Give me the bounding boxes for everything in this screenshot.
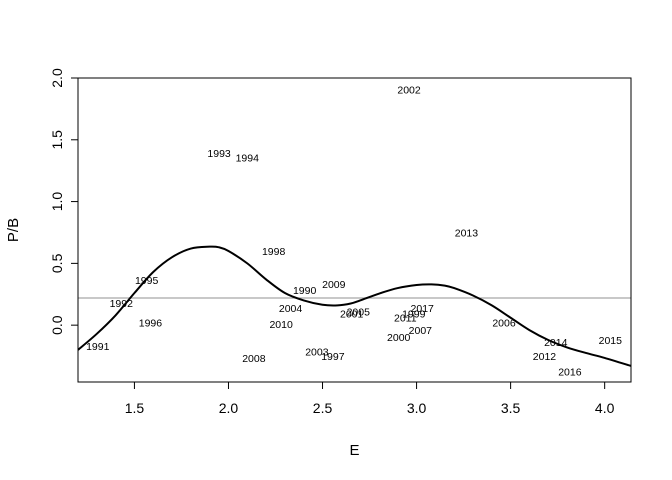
x-tick-label: 2.0 xyxy=(219,400,239,416)
x-tick-label: 3.5 xyxy=(501,400,521,416)
point-label: 2004 xyxy=(279,303,303,315)
point-label: 2000 xyxy=(387,332,411,344)
point-label: 2005 xyxy=(347,307,371,319)
point-label: 1996 xyxy=(139,318,163,330)
density-curve-layer xyxy=(78,245,631,367)
y-tick-label: 0.5 xyxy=(49,253,65,273)
y-tick-label: 2.0 xyxy=(49,68,65,88)
y-axis: 0.0 0.5 1.0 1.5 2.0 xyxy=(49,68,79,335)
y-tick-label: 1.5 xyxy=(49,130,65,150)
point-label: 1992 xyxy=(110,298,134,310)
x-axis-title: E xyxy=(349,442,359,459)
x-axis: 1.5 2.0 2.5 3.0 3.5 4.0 xyxy=(125,381,615,416)
x-tick-label: 2.5 xyxy=(313,400,333,416)
x-tick-label: 3.0 xyxy=(407,400,427,416)
point-label: 1994 xyxy=(236,153,260,165)
point-label: 2008 xyxy=(242,353,266,365)
point-label: 2013 xyxy=(455,227,479,239)
y-axis-title: P/B xyxy=(5,218,22,242)
point-label: 2014 xyxy=(544,337,568,349)
x-tick-label: 4.0 xyxy=(595,400,615,416)
point-label: 1999 xyxy=(402,308,426,320)
point-label: 2012 xyxy=(533,351,557,363)
point-label: 2007 xyxy=(409,325,433,337)
point-label: 1997 xyxy=(321,351,345,363)
point-label: 2016 xyxy=(558,366,582,378)
point-label: 2011 xyxy=(394,313,417,325)
point-label: 1995 xyxy=(135,275,159,287)
y-tick-label: 1.0 xyxy=(49,192,65,212)
point-label: 2010 xyxy=(269,319,293,331)
point-label: 2003 xyxy=(305,347,329,359)
point-label: 1998 xyxy=(262,246,286,258)
x-tick-label: 1.5 xyxy=(125,400,145,416)
point-label: 2015 xyxy=(599,335,623,347)
y-tick-label: 0.0 xyxy=(49,315,65,335)
density-curve xyxy=(78,245,631,367)
point-label: 1990 xyxy=(293,285,317,297)
point-label: 2006 xyxy=(492,318,516,330)
point-label: 2002 xyxy=(397,85,421,97)
point-label: 2009 xyxy=(322,279,346,291)
point-label: 2017 xyxy=(411,303,435,315)
point-label: 2001 xyxy=(340,308,364,320)
point-label: 1993 xyxy=(207,148,231,160)
point-label: 1991 xyxy=(86,341,110,353)
